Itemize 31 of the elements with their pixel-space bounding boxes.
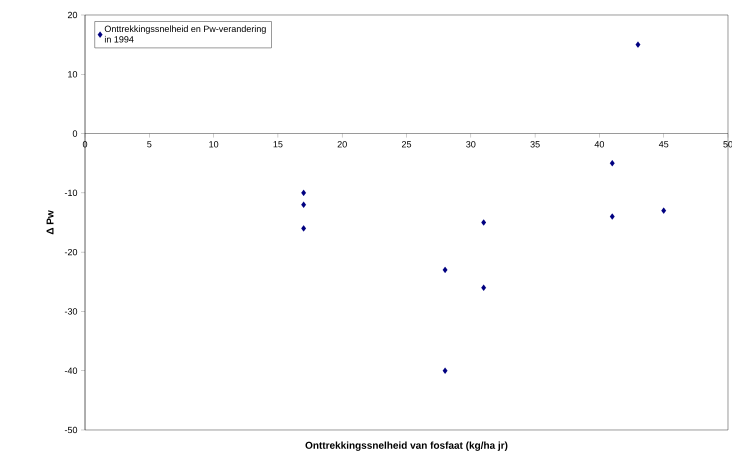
x-tick-label: 35 [530, 141, 540, 148]
y-tick-label: -30 [64, 308, 78, 315]
y-tick-label: 10 [68, 71, 78, 78]
point [481, 284, 486, 291]
y-tick-label: 20 [68, 12, 78, 18]
y-tick-label: -20 [64, 248, 78, 256]
point [442, 266, 448, 274]
point [661, 207, 666, 214]
point [442, 368, 448, 374]
y-tick-label: 0 [72, 130, 78, 137]
y-tick-label: -50 [64, 426, 78, 434]
point [481, 219, 486, 226]
point [301, 190, 306, 196]
point [610, 213, 615, 220]
x-axis-title: Onttrekkingssnelheid van fosfaat (kg/ha jr) [306, 442, 508, 451]
point [301, 202, 306, 208]
x-tick-label: 45 [658, 141, 668, 148]
x-tick-label: 15 [274, 141, 283, 148]
x-tick-label: 30 [466, 141, 476, 148]
point [610, 160, 615, 166]
point [636, 41, 640, 48]
x-tick-label: 40 [594, 141, 604, 148]
y-axis-title: Δ Pw [46, 210, 54, 234]
x-tick-label: 5 [147, 141, 152, 148]
point [301, 225, 306, 232]
x-tick-label: 25 [402, 141, 412, 148]
y-tick-label: -10 [64, 190, 78, 196]
x-tick-label: 20 [338, 141, 347, 148]
x-tick-label: 10 [209, 141, 218, 148]
y-tick-label: -40 [64, 368, 78, 374]
legend-label: Onttrekkingssnelheid en Pw-verandering in 1994 [104, 25, 266, 43]
